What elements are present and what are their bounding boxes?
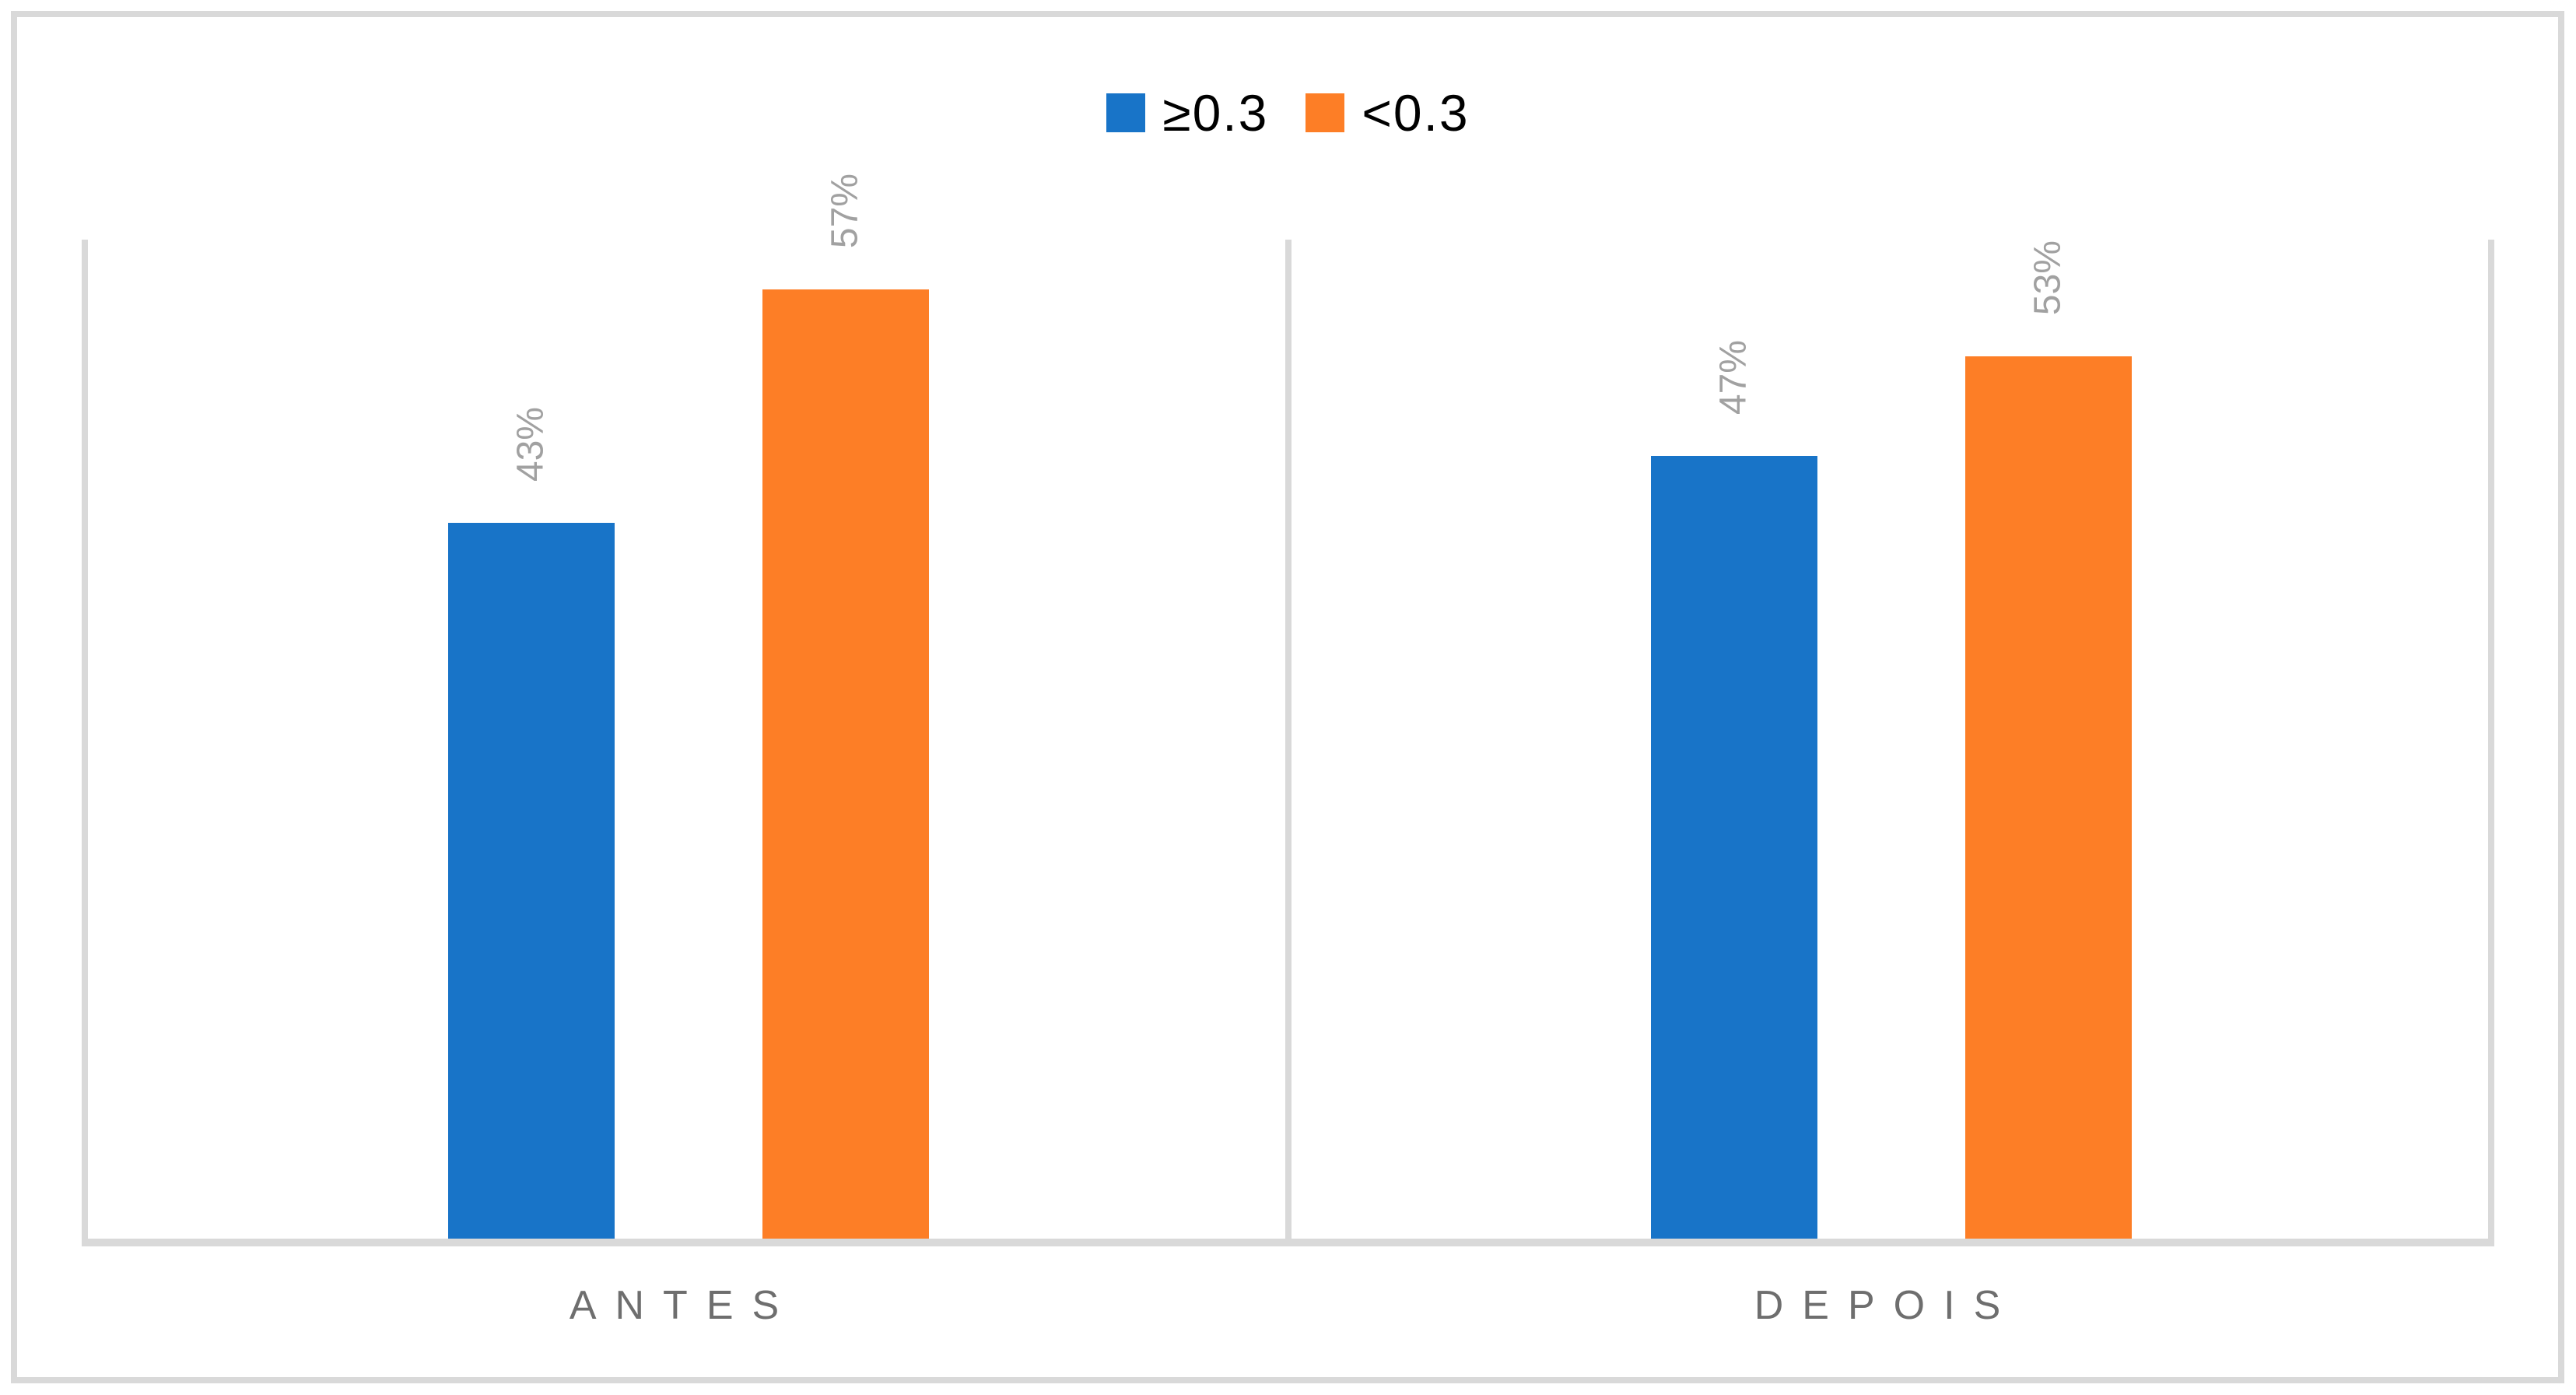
plot-left-gridline [82,240,88,1239]
plot-right-gridline [2488,240,2494,1239]
legend: ≥0.3 <0.3 [0,87,2576,138]
bar-label-depois-ge03: 47% [1712,339,1754,415]
bar-label-antes-ge03: 43% [510,406,552,482]
x-axis-line [82,1239,2494,1246]
bar-depois-lt03: 53% [1965,240,2132,1239]
category-label-depois: DEPOIS [1754,1283,2020,1328]
legend-item-lt03: <0.3 [1306,87,1469,138]
bar-label-depois-lt03: 53% [2027,240,2069,315]
legend-item-ge03: ≥0.3 [1106,87,1268,138]
legend-label-lt03: <0.3 [1362,84,1470,142]
legend-swatch-lt03-icon [1306,93,1345,132]
bar-antes-lt03: 57% [762,173,929,1239]
bar-label-antes-lt03: 57% [824,173,866,248]
legend-label-ge03: ≥0.3 [1162,84,1269,142]
category-separator-gridline [1285,240,1292,1239]
bar-depois-ge03: 47% [1651,340,1817,1239]
category-label-antes: ANTES [569,1283,798,1328]
legend-swatch-ge03-icon [1106,93,1146,132]
bar-antes-ge03: 43% [448,407,615,1239]
